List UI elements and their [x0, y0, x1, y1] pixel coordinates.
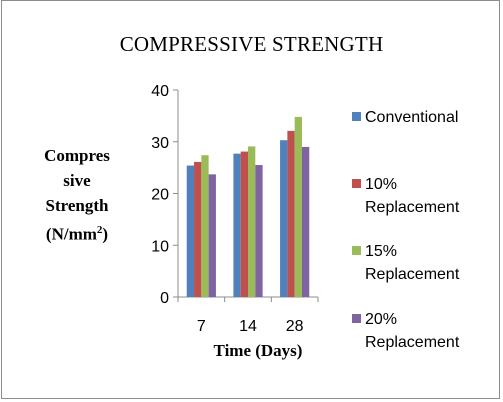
y-tick-label: 30 [151, 135, 169, 152]
x-tick-label: 7 [197, 318, 206, 335]
legend-label: 15% [365, 243, 397, 260]
bar [201, 155, 209, 297]
legend-label: Replacement [365, 334, 460, 351]
bar [240, 151, 248, 297]
legend-swatch [352, 314, 361, 323]
y-tick-label: 20 [151, 187, 169, 204]
legend-label: Conventional [365, 109, 458, 126]
legend-label: 10% [365, 176, 397, 193]
y-axis-label-line-2: sive [63, 171, 91, 190]
legend-swatch [352, 246, 361, 255]
x-tick-label: 14 [239, 318, 257, 335]
legend-label: Replacement [365, 199, 460, 216]
bar [248, 146, 256, 297]
legend-swatch [352, 112, 361, 121]
y-axis-label-line-4: (N/mm [45, 224, 97, 244]
bar [233, 153, 241, 297]
y-tick-label: 40 [151, 83, 169, 100]
bar [287, 130, 295, 297]
y-tick-label: 10 [151, 238, 169, 255]
bar [301, 146, 310, 297]
bar [186, 165, 195, 297]
bar [194, 161, 202, 297]
bar [208, 174, 216, 297]
bar [280, 140, 288, 297]
bar [294, 116, 302, 297]
legend-label: Replacement [365, 266, 460, 283]
y-axis-label-line-3: Strength [45, 196, 109, 215]
y-axis-label-tail: ) [102, 224, 109, 244]
x-axis-label: Time (Days) [213, 341, 303, 360]
legend-swatch [352, 179, 361, 188]
y-axis-label-line-1: Compres [44, 146, 110, 165]
y-tick-label: 0 [160, 290, 169, 307]
bar [255, 165, 263, 297]
legend-label: 20% [365, 311, 397, 328]
x-tick-label: 28 [286, 318, 304, 335]
chart-title: COMPRESSIVE STRENGTH [119, 32, 384, 56]
y-axis-label-superscript: 2 [96, 224, 103, 236]
y-axis-label: Compres sive Strength (N/mm2) [22, 143, 132, 247]
